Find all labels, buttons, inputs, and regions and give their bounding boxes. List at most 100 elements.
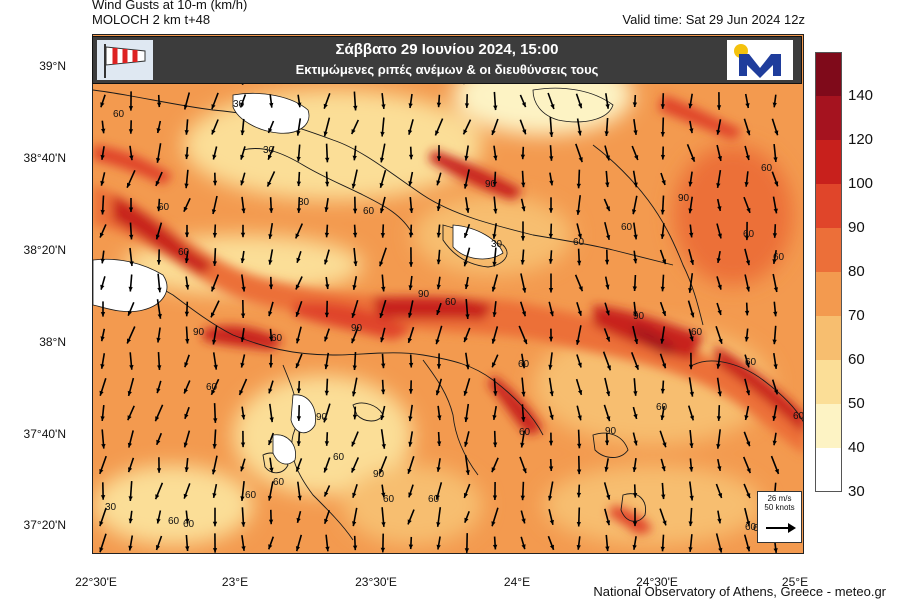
wind-arrow-head (577, 310, 582, 316)
wind-arrow-head (240, 496, 245, 501)
wind-arrow-head (745, 390, 751, 396)
wind-arrow-head (688, 103, 693, 109)
wind-arrow-head (408, 441, 413, 447)
wind-arrow-head (491, 130, 496, 135)
wind-arrow-head (183, 104, 188, 110)
wind-arrow-head (744, 182, 749, 187)
gust-contour-label: 60 (428, 494, 440, 505)
wind-arrow-head (269, 102, 274, 108)
wind-arrow-head (688, 547, 693, 552)
wind-arrow-head (464, 103, 470, 108)
wind-arrow-head (549, 311, 554, 317)
wind-arrow-head (241, 414, 246, 420)
wind-arrow-head (184, 154, 189, 160)
wind-arrow-head (436, 467, 441, 472)
wind-arrow-head (296, 181, 301, 187)
wind-arrow-head (296, 466, 301, 472)
wind-arrow-head (772, 339, 777, 345)
wind-arrow-head (548, 259, 553, 264)
wind-arrow-head (521, 544, 526, 550)
wind-arrow-head (576, 469, 582, 475)
wind-arrow-head (550, 104, 555, 109)
wind-arrow-head (352, 365, 357, 370)
wind-arrow-head (493, 391, 498, 396)
wind-arrow-head (634, 155, 639, 160)
lat-label-38-20: 38°20'N (23, 243, 66, 257)
wind-arrow-head (352, 208, 358, 214)
wind-arrow-head (690, 312, 695, 318)
wind-arrow-head (688, 181, 693, 187)
wind-arrow-head (156, 206, 162, 212)
wind-arrow-head (464, 548, 470, 553)
gust-contour-label: 60 (743, 229, 755, 240)
wind-arrow-head (718, 338, 723, 344)
wind-arrow-head (605, 206, 610, 212)
wind-arrow-head (351, 467, 356, 473)
wind-arrow-head (549, 132, 554, 137)
wind-arrow-head (157, 287, 162, 293)
wind-arrow-head (212, 261, 217, 266)
wind-arrow-head (268, 388, 273, 394)
wind-arrow-head (240, 313, 246, 318)
wind-arrow-head (99, 547, 104, 553)
gust-contour-label: 60 (773, 252, 785, 263)
gust-contour-label: 60 (206, 382, 218, 393)
wind-arrow-head (211, 389, 216, 395)
wind-arrow-head (184, 388, 188, 394)
wind-arrow-head (436, 364, 442, 369)
wind-arrow-head (436, 156, 442, 161)
gust-contour-label: 60 (245, 490, 257, 501)
gust-contour-label: 90 (373, 469, 385, 480)
wind-arrow-head (295, 338, 301, 344)
chart-title: Wind Gusts at 10-m (km/h) (92, 0, 248, 12)
wind-arrow-head (352, 521, 357, 527)
wind-arrow-head (127, 310, 132, 316)
wind-arrow-head (128, 467, 133, 473)
wind-arrow-head (464, 232, 469, 238)
wind-arrow-head (606, 391, 611, 397)
wind-arrow-head (323, 417, 328, 423)
lat-label-37-20: 37°20'N (23, 518, 66, 532)
wind-arrow-head (295, 233, 300, 239)
wind-arrow-head (773, 287, 778, 292)
wind-arrow-head (632, 467, 637, 472)
wind-arrow-head (605, 155, 610, 161)
wind-arrow-head (465, 470, 470, 475)
wind-arrow-head (379, 313, 384, 318)
gust-contour-label: 60 (621, 222, 633, 233)
wind-arrow-head (407, 519, 412, 525)
wind-arrow-head (745, 155, 750, 161)
wind-arrow-head (746, 441, 751, 447)
wind-arrow-head (606, 416, 611, 422)
wind-arrow-head (184, 362, 189, 368)
wind-arrow-head (633, 258, 638, 264)
wind-arrow-head (716, 183, 721, 188)
wind-arrow-head (155, 545, 160, 550)
wind-arrow-head (240, 154, 245, 160)
wind-arrow-head (324, 364, 329, 370)
wind-arrow-head (156, 518, 161, 524)
wind-arrow-head (746, 468, 751, 474)
wind-arrow-head (578, 286, 583, 292)
wind-arrow-head (269, 208, 274, 213)
wind-arrow-head (435, 390, 440, 396)
wind-arrow-head (324, 518, 329, 524)
wind-arrow-head (212, 521, 218, 527)
wind-arrow-head (213, 418, 218, 423)
wind-arrow-head (381, 522, 386, 527)
wind-arrow-head (548, 288, 554, 293)
wind-arrow-head (661, 494, 666, 500)
wind-arrow-head (129, 261, 134, 266)
wind-arrow-head (549, 519, 554, 525)
gust-contour-label: 60 (793, 411, 804, 422)
wind-arrow-head (688, 364, 694, 370)
wind-arrow-head (604, 259, 610, 265)
wind-arrow-head (632, 102, 638, 107)
wind-arrow-head (101, 128, 106, 134)
wind-arrow-head (380, 131, 385, 137)
gust-contour-label: 60 (271, 333, 283, 344)
wind-arrow-head (184, 311, 190, 317)
wind-arrow-head (745, 286, 750, 292)
wind-arrow-head (325, 284, 330, 289)
gust-contour-label: 60 (745, 357, 757, 368)
